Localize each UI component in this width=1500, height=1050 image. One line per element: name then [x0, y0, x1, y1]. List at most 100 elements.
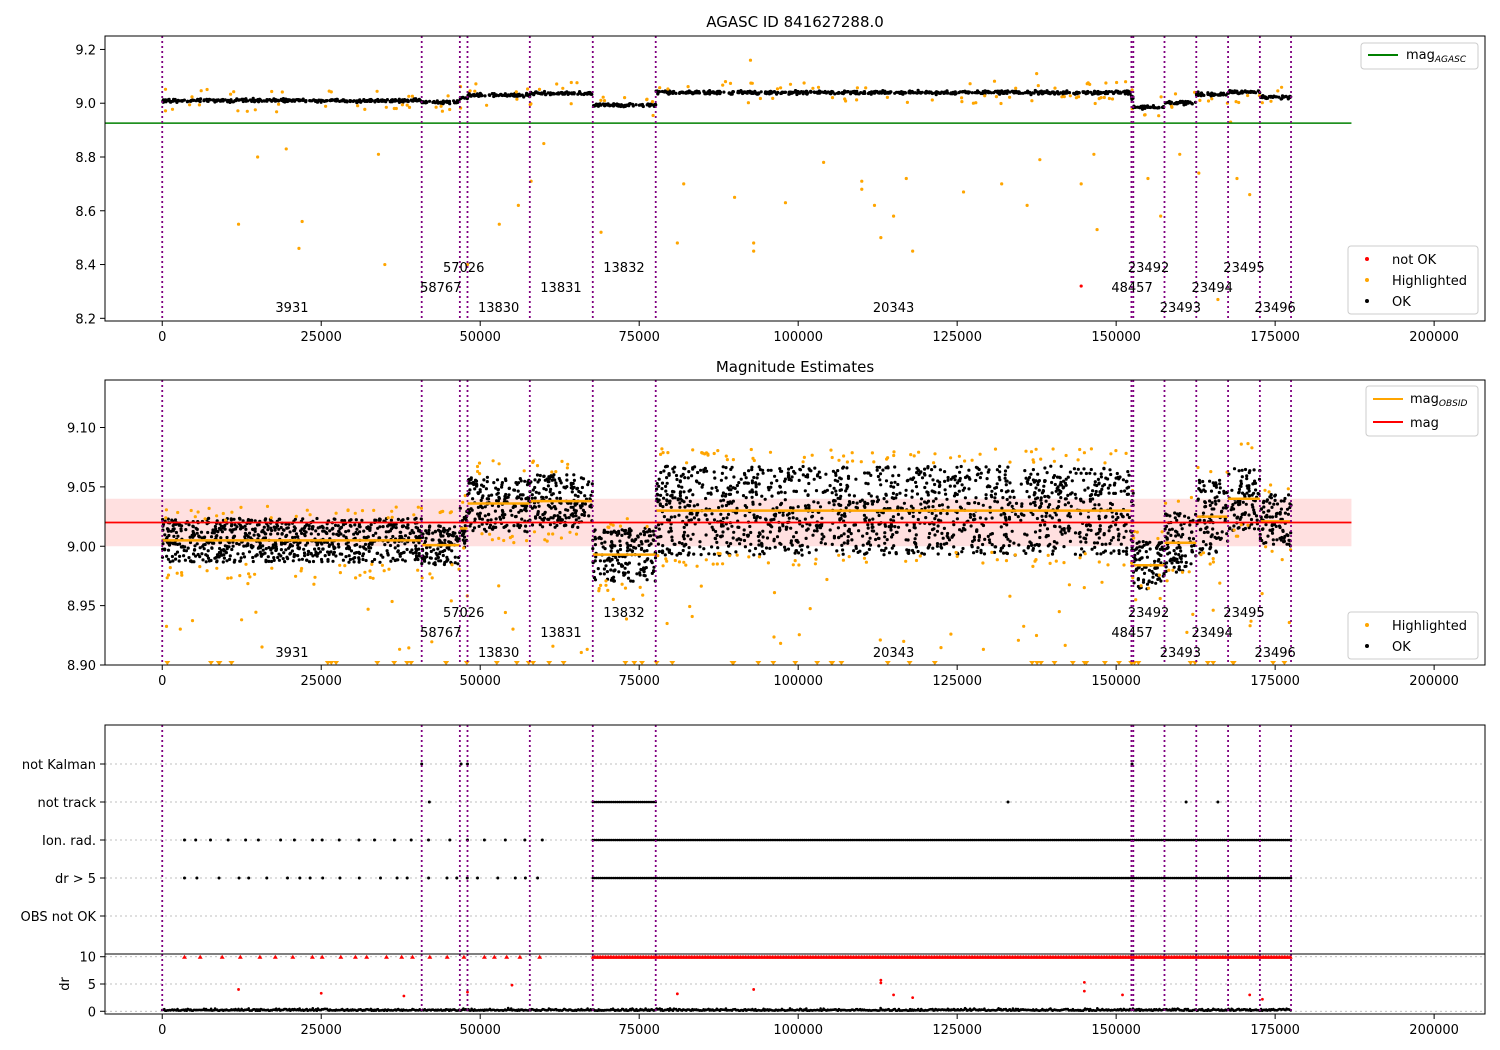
ok-point [436, 528, 441, 532]
ok-point [288, 552, 292, 556]
ok-point [173, 518, 178, 522]
ok-point [502, 525, 506, 530]
ok-point [923, 473, 927, 477]
ok-point [924, 89, 929, 93]
ok-point [460, 533, 464, 538]
ok-point [800, 548, 804, 552]
highlighted-point [811, 86, 815, 90]
ok-point [743, 481, 748, 485]
ok-point [281, 557, 285, 561]
obsid-label: 23492 [1128, 261, 1169, 276]
ok-point [634, 546, 638, 550]
highlighted-point [1004, 559, 1009, 563]
highlighted-point [1237, 100, 1241, 105]
below-range-marker [374, 661, 381, 665]
highlighted-point [688, 604, 692, 609]
ok-point [791, 516, 795, 520]
ok-point [887, 551, 892, 555]
ok-point [414, 525, 418, 529]
ok-point [1063, 90, 1067, 94]
ok-point [830, 542, 834, 547]
ok-point [571, 505, 575, 509]
ok-point [1031, 546, 1035, 551]
ok-point [1217, 93, 1221, 97]
highlighted-point [813, 562, 818, 566]
highlighted-point [878, 638, 882, 642]
ok-point [830, 491, 834, 495]
ok-point [1147, 568, 1151, 572]
highlighted-point [205, 87, 209, 92]
ok-point [752, 513, 756, 517]
ok-point [999, 525, 1003, 529]
ok-point [279, 540, 284, 545]
ok-point [1102, 532, 1106, 536]
ok-point [468, 488, 472, 492]
ok-point [202, 547, 206, 551]
ok-point [1085, 533, 1089, 537]
ok-point [1074, 471, 1078, 475]
ok-point [352, 560, 356, 564]
ok-point [977, 535, 982, 539]
ok-point [175, 550, 180, 554]
ok-point [503, 92, 507, 96]
highlighted-point [788, 82, 793, 86]
highlighted-point [300, 219, 304, 224]
highlighted-point [845, 460, 850, 464]
highlighted-point [386, 516, 390, 520]
below-range-marker [208, 661, 214, 665]
ok-point [1134, 558, 1138, 562]
ok-point [966, 501, 970, 505]
highlighted-point [542, 141, 546, 146]
ok-point [376, 97, 380, 102]
ok-point [1059, 464, 1063, 468]
ok-point [651, 529, 656, 533]
ok-point [1050, 480, 1054, 485]
ok-point [1073, 531, 1078, 535]
ok-point [276, 98, 280, 102]
ok-point [1138, 558, 1142, 562]
highlighted-point [994, 95, 999, 99]
ok-point [696, 503, 700, 507]
ok-point [1154, 573, 1158, 577]
highlighted-point [193, 515, 197, 519]
highlighted-point [511, 627, 515, 631]
highlighted-point [532, 530, 537, 534]
ok-point [656, 500, 660, 504]
ok-point [1090, 493, 1094, 497]
ok-point [667, 550, 672, 555]
ok-point [726, 512, 731, 517]
ok-point [195, 531, 199, 535]
ok-point [386, 553, 390, 557]
ok-point [753, 546, 758, 551]
ok-point [498, 515, 502, 519]
ok-point [351, 99, 355, 103]
ok-point [726, 527, 730, 531]
ok-point [786, 471, 790, 475]
ok-point [303, 554, 307, 558]
ok-point [507, 529, 511, 533]
ok-point [1066, 501, 1071, 505]
highlighted-point [545, 539, 549, 543]
highlighted-point [368, 569, 372, 573]
ok-point [1111, 515, 1115, 519]
ok-point [1020, 502, 1024, 506]
ok-point [371, 533, 375, 538]
ok-point [1004, 532, 1008, 537]
ok-point [234, 99, 238, 103]
ok-point [1039, 496, 1043, 500]
highlighted-point [1029, 450, 1034, 454]
highlighted-point [1053, 86, 1057, 90]
highlighted-point [1074, 96, 1078, 100]
ok-point [919, 502, 923, 506]
ok-point [468, 524, 472, 528]
below-range-marker [333, 661, 340, 665]
ok-point [615, 102, 620, 106]
ok-point [286, 99, 290, 103]
ok-point [496, 504, 501, 508]
ok-point [665, 493, 669, 497]
ok-point [655, 482, 659, 486]
ok-point [517, 92, 521, 96]
highlighted-point [430, 576, 434, 580]
ok-point [1140, 567, 1144, 571]
ok-point [750, 479, 755, 483]
